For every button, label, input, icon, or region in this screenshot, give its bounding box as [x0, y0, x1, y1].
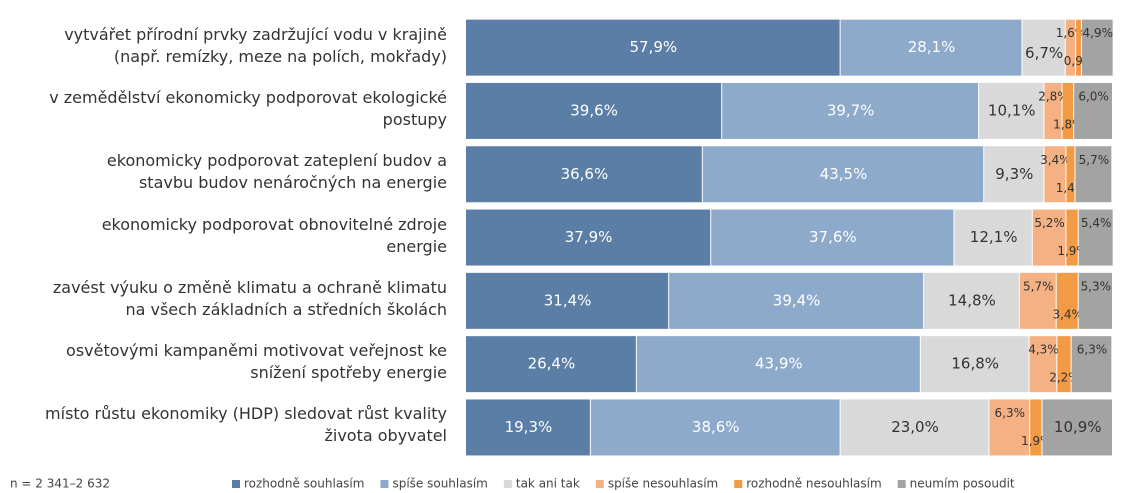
value-label: 38,6% [692, 418, 740, 436]
value-label: 6,3% [995, 406, 1026, 420]
bar-segment [1081, 19, 1113, 76]
value-label: 5,7% [1023, 279, 1054, 293]
legend-swatch [595, 480, 604, 488]
bar-segment [1029, 336, 1057, 393]
category-label: ekonomicky podporovat zateplení budov a … [106, 151, 447, 193]
bar-segment [1022, 19, 1065, 76]
bar-segment [466, 336, 636, 393]
value-label: 3,4% [1040, 153, 1071, 167]
bar-segment [920, 336, 1029, 393]
value-label: 12,1% [970, 228, 1018, 246]
bar-segment [466, 82, 722, 139]
legend-swatch [503, 480, 512, 488]
value-label: 6,3% [1077, 343, 1108, 357]
value-label: 5,7% [1079, 153, 1110, 167]
bar-segment [466, 146, 702, 203]
value-label: 4,3% [1028, 343, 1059, 357]
category-label: v zemědělství ekonomicky podporovat ekol… [49, 87, 447, 129]
value-label: 5,3% [1081, 279, 1112, 293]
legend-label: spíše nesouhlasím [608, 477, 718, 491]
category-label: místo růstu ekonomiky (HDP) sledovat růs… [45, 404, 447, 446]
legend-label: rozhodně nesouhlasím [746, 477, 881, 491]
bar-segment [1075, 146, 1112, 203]
bar-segment [466, 19, 840, 76]
value-label: 3,4% [1052, 307, 1083, 321]
bar-segment [711, 209, 954, 266]
bar-segment [979, 82, 1044, 139]
legend-label: rozhodně souhlasím [244, 477, 364, 491]
bar-segment [636, 336, 920, 393]
bar-segment [1044, 146, 1066, 203]
value-label: 10,9% [1054, 418, 1102, 436]
value-label: 9,3% [995, 165, 1033, 183]
note: n = 2 341–2 632 [10, 477, 110, 491]
value-label: 14,8% [948, 291, 996, 309]
category-label: ekonomicky podporovat obnovitelné zdroje… [101, 214, 447, 256]
value-label: 2,8% [1038, 89, 1069, 103]
value-label: 31,4% [544, 291, 592, 309]
bar-segment [1065, 19, 1076, 76]
value-label: 10,1% [988, 101, 1036, 119]
value-label: 36,6% [561, 165, 609, 183]
value-label: 37,6% [809, 228, 857, 246]
bar-segment [669, 272, 924, 329]
bar-segment [1076, 19, 1081, 76]
bar-segment [1066, 146, 1075, 203]
legend-swatch [897, 480, 906, 488]
bar-segment [1066, 209, 1078, 266]
bar-segment [1062, 82, 1074, 139]
legend-label: tak ani tak [516, 477, 580, 491]
bar-segment [466, 399, 590, 456]
legend-swatch [380, 480, 389, 488]
category-label: osvětovými kampaněmi motivovat veřejnost… [66, 341, 447, 383]
value-label: 16,8% [951, 355, 999, 373]
value-label: 4,9% [1083, 26, 1114, 40]
bar-segment [1057, 336, 1071, 393]
legend-label: spíše souhlasím [392, 477, 487, 491]
bar-segment [1078, 209, 1113, 266]
value-label: 37,9% [565, 228, 613, 246]
value-label: 43,9% [755, 355, 803, 373]
bar-segment [1071, 336, 1112, 393]
bar-segment [1019, 272, 1056, 329]
value-label: 6,7% [1025, 44, 1063, 62]
bar-segment [954, 209, 1032, 266]
bar-segment [722, 82, 979, 139]
bar-segment [466, 209, 711, 266]
value-label: 39,7% [827, 101, 875, 119]
legend-swatch [232, 480, 240, 488]
bar-segment [590, 399, 840, 456]
bar-segment [702, 146, 984, 203]
value-label: 26,4% [528, 355, 576, 373]
bar-segment [1074, 82, 1112, 139]
bar-segment [466, 272, 669, 329]
bar-segment [989, 399, 1030, 456]
legend-label: neumím posoudit [910, 477, 1015, 491]
bar-segment [1056, 272, 1078, 329]
value-label: 39,6% [570, 101, 618, 119]
bar-segment [840, 399, 989, 456]
bar-segment [1030, 399, 1042, 456]
value-label: 5,4% [1081, 216, 1112, 230]
value-label: 57,9% [629, 38, 677, 56]
category-label: vytvářet přírodní prvky zadržující vodu … [64, 24, 447, 66]
bar-segment [840, 19, 1022, 76]
value-label: 28,1% [908, 38, 956, 56]
category-label: zavést výuku o změně klimatu a ochraně k… [52, 277, 447, 319]
value-label: 19,3% [505, 418, 553, 436]
value-label: 43,5% [820, 165, 868, 183]
legend-swatch [734, 480, 743, 488]
value-label: 6,0% [1078, 89, 1109, 103]
bar-segment [1044, 82, 1062, 139]
bar-segment [984, 146, 1044, 203]
bar-segment [1078, 272, 1112, 329]
value-label: 5,2% [1034, 216, 1065, 230]
bar-segment [924, 272, 1019, 329]
bar-segment [1042, 399, 1112, 456]
value-label: 39,4% [773, 291, 821, 309]
bar-segment [1032, 209, 1066, 266]
value-label: 23,0% [891, 418, 939, 436]
